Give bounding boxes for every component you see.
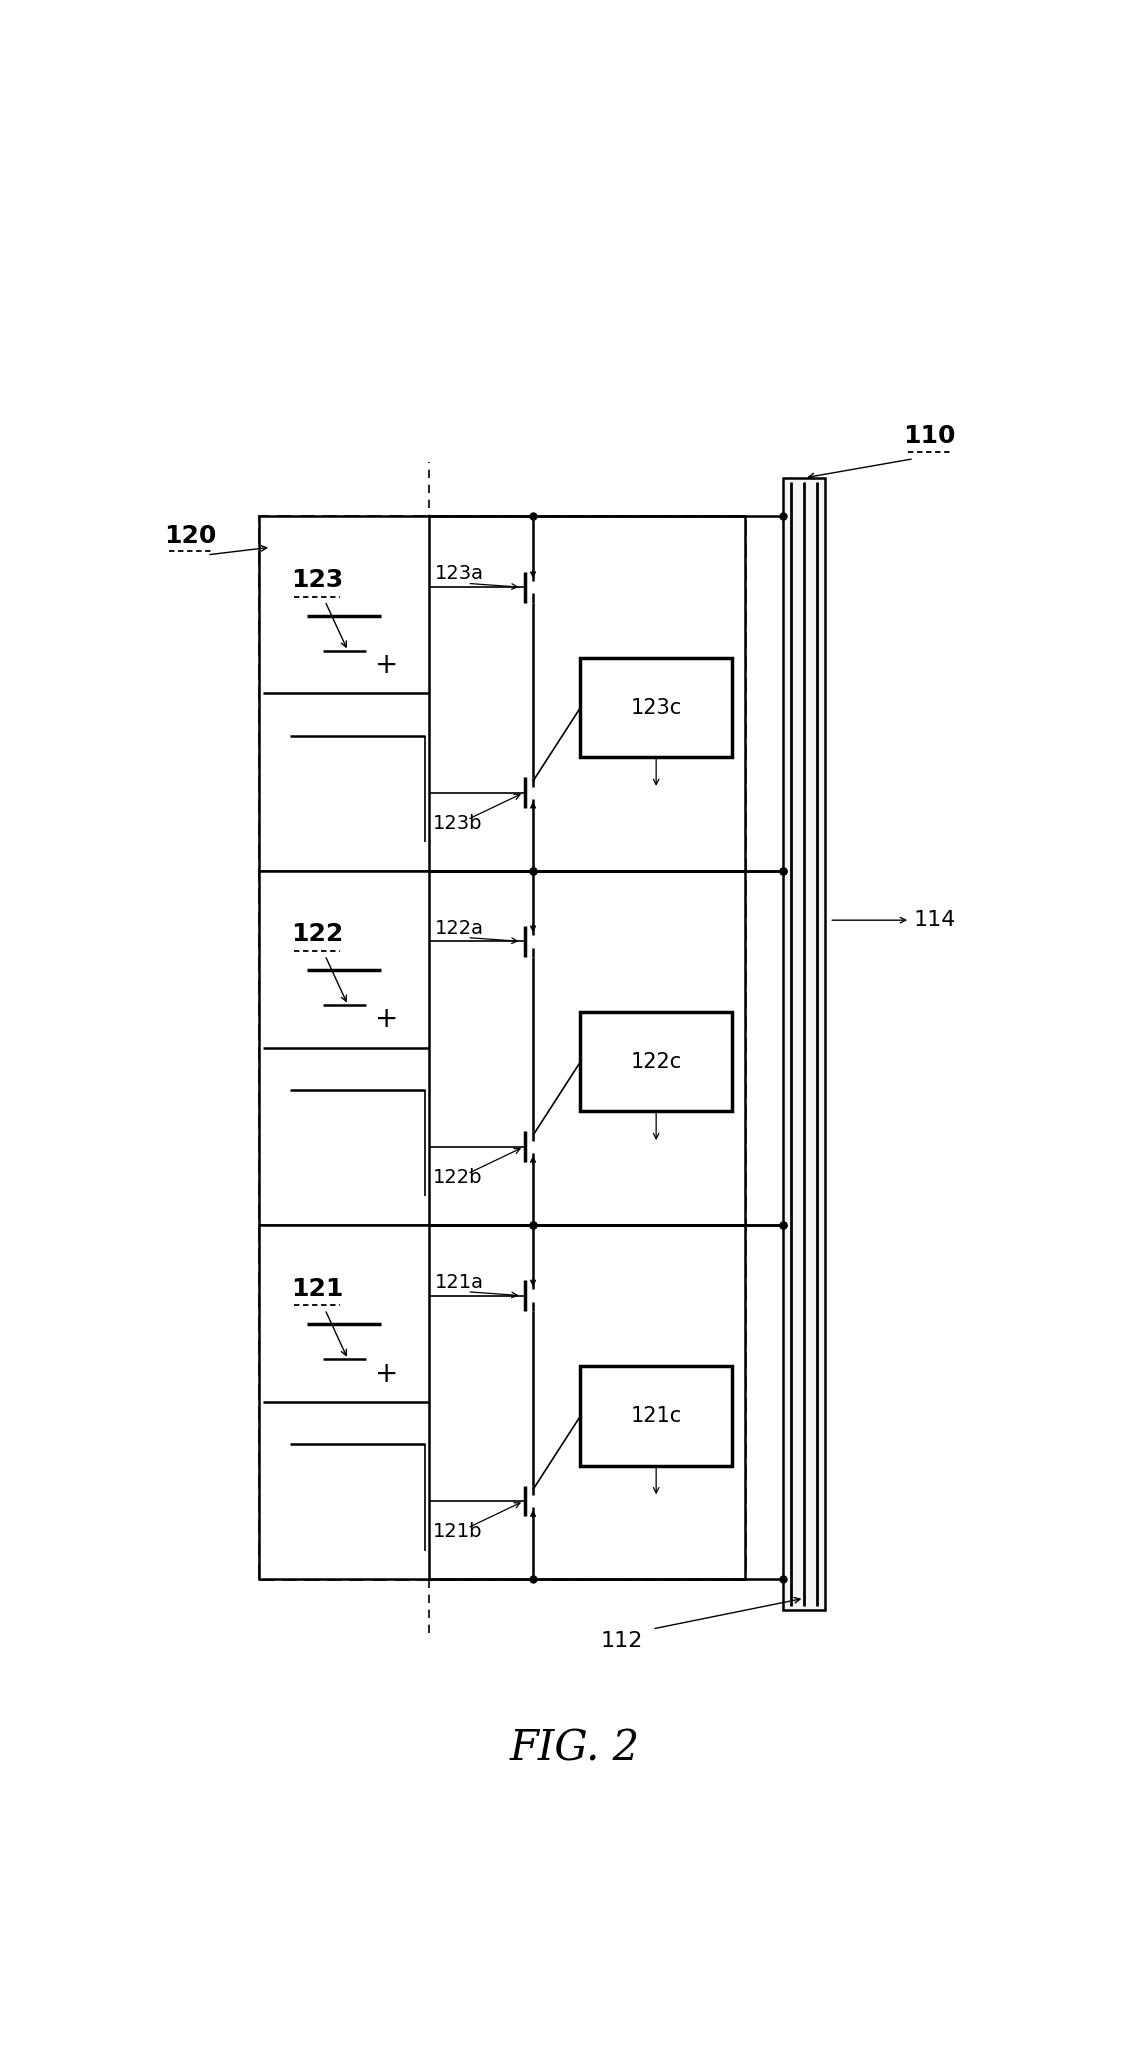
- Text: 121a: 121a: [435, 1274, 484, 1292]
- Text: 123a: 123a: [435, 564, 484, 582]
- Text: 114: 114: [914, 911, 956, 931]
- Bar: [260, 517, 744, 870]
- Bar: [784, 478, 825, 1610]
- Text: 112: 112: [601, 1631, 642, 1651]
- Text: 120: 120: [164, 523, 217, 548]
- Text: 123b: 123b: [432, 814, 482, 833]
- Bar: [260, 1224, 744, 1579]
- Text: 110: 110: [903, 425, 955, 447]
- Text: 121c: 121c: [630, 1407, 682, 1425]
- Text: 121: 121: [291, 1276, 343, 1300]
- Text: +: +: [375, 1005, 399, 1034]
- Bar: [580, 658, 732, 757]
- Text: +: +: [375, 1360, 399, 1389]
- Text: 122: 122: [291, 923, 343, 946]
- Bar: [260, 870, 744, 1224]
- Text: +: +: [375, 650, 399, 679]
- Text: FIG. 2: FIG. 2: [510, 1727, 640, 1770]
- Text: 122c: 122c: [630, 1052, 682, 1073]
- Text: 121b: 121b: [432, 1522, 482, 1542]
- Bar: [580, 1366, 732, 1466]
- Bar: [580, 1013, 732, 1112]
- Text: 123: 123: [291, 568, 343, 593]
- Bar: [260, 517, 744, 1579]
- Text: 123c: 123c: [630, 697, 682, 718]
- Text: 122b: 122b: [432, 1169, 482, 1188]
- Text: 122a: 122a: [435, 919, 484, 937]
